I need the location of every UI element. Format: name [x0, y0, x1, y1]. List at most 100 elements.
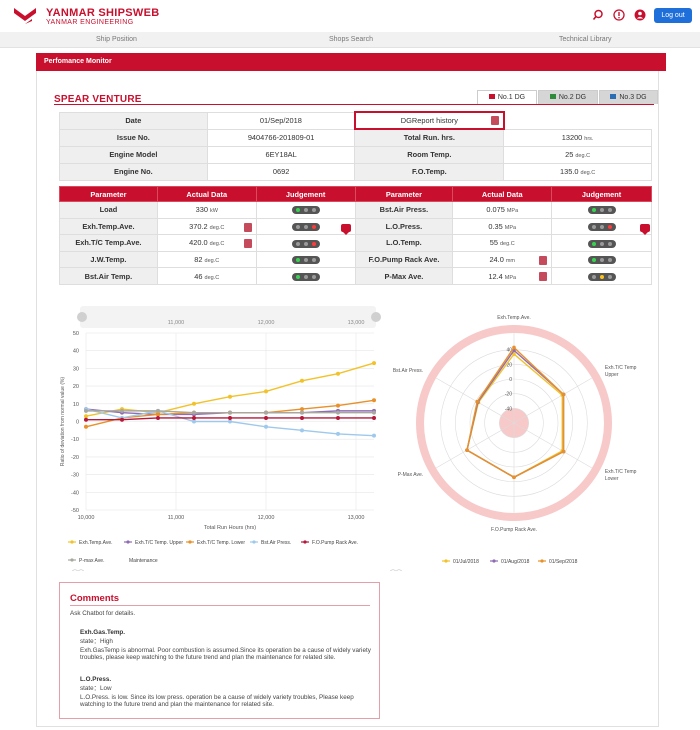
radar-point	[512, 475, 516, 480]
data-point	[336, 371, 340, 376]
radar-axis-label: Exh.T/C Temp	[605, 469, 637, 475]
data-point	[84, 417, 88, 422]
history-icon[interactable]	[539, 272, 548, 282]
param-name: Exh.T/C Temp.Ave.	[59, 234, 158, 252]
radar-axis-label: Exh.T/C Temp	[605, 365, 637, 371]
legend-label: Exh.T/C Temp. Lower	[197, 540, 245, 546]
resize-handle-icon: ⌒⌒	[390, 570, 402, 577]
param-value: 82 deg.C	[156, 250, 257, 269]
legend-label: Exh.T/C Temp. Upper	[135, 540, 183, 546]
radar-spoke	[513, 377, 593, 424]
data-point	[84, 408, 88, 413]
history-icon[interactable]	[539, 255, 548, 265]
resize-handle-icon: ⌒⌒	[72, 570, 84, 577]
judgement-lights	[291, 239, 320, 248]
data-point	[300, 415, 304, 420]
actual-header: Actual Data	[156, 186, 257, 202]
user-icon[interactable]	[634, 9, 646, 21]
x-tick-label: 10,000	[78, 515, 95, 521]
signal-light-icon	[295, 224, 300, 229]
judgement-lights	[587, 206, 616, 215]
data-point	[264, 410, 268, 415]
x-tick-label: 13,000	[348, 515, 365, 521]
radar-tick-label: 40	[506, 348, 512, 354]
signal-light-icon	[295, 274, 300, 279]
vessel-name: SPEAR VENTURE	[54, 94, 142, 105]
nav-ship-position[interactable]: Ship Position	[96, 36, 137, 43]
date-label: Date	[59, 111, 208, 130]
signal-light-icon	[303, 224, 308, 229]
param-header: Parameter	[354, 186, 454, 202]
data-point	[228, 394, 232, 399]
engine-icon	[549, 94, 556, 99]
param-value: 330 kW	[156, 201, 257, 219]
data-point	[192, 410, 196, 415]
y-tick-label: 40	[73, 349, 79, 355]
param-judgement	[255, 234, 356, 252]
radar-axis-label: Exh.Temp.Ave.	[497, 315, 531, 321]
model-label: Engine Model	[59, 145, 208, 164]
comments-divider	[70, 605, 370, 606]
nav-technical-library[interactable]: Technical Library	[559, 36, 612, 43]
chatbot-icon[interactable]	[640, 224, 650, 235]
info-icon[interactable]	[613, 9, 625, 21]
signal-light-icon	[303, 241, 308, 246]
radar-point	[475, 399, 479, 404]
tab-dg-2[interactable]: No.2 DG	[538, 90, 598, 104]
data-point	[372, 410, 376, 415]
comment-head: L.O.Press.	[80, 676, 112, 683]
param-name: Bst.Air Press.	[354, 201, 454, 219]
signal-light-icon	[591, 274, 596, 279]
section-header: Perfomance Monitor	[36, 53, 666, 71]
signal-light-icon	[295, 208, 300, 213]
comment-text: L.O.Press. is low. Since its low press. …	[80, 694, 354, 709]
radar-axis-label: Upper	[605, 372, 619, 378]
data-point	[300, 428, 304, 433]
radar-axis-label: P-Max Ave.	[398, 472, 423, 478]
data-point	[156, 412, 160, 417]
engine-icon	[488, 94, 495, 99]
top-bar: YANMAR SHIPSWEB YANMAR ENGINEERING Log o…	[0, 0, 700, 32]
param-name: L.O.Temp.	[354, 234, 454, 252]
data-point	[228, 410, 232, 415]
signal-light-icon	[607, 241, 612, 246]
comment-text: Exh.GasTemp is abnormal. Poor combustion…	[80, 647, 371, 662]
nav-shops-search[interactable]: Shops Search	[329, 36, 373, 43]
param-name: Bst.Air Temp.	[59, 267, 158, 285]
data-point	[300, 378, 304, 383]
data-point	[192, 419, 196, 424]
legend-marker	[252, 540, 256, 544]
signal-light-icon	[607, 208, 612, 213]
radar-spoke	[435, 377, 515, 424]
signal-light-icon	[599, 258, 604, 263]
history-icon[interactable]	[243, 222, 252, 232]
y-tick-label: -50	[71, 508, 79, 514]
judgement-header: Judgement	[255, 186, 356, 202]
param-row: Bst.Air Temp. 46 deg.C P-Max Ave. 12.4 MPa	[59, 267, 652, 285]
param-row: Exh.T/C Temp.Ave. 420.0 deg.C L.O.Temp. 55 de…	[59, 234, 652, 252]
search-icon[interactable]	[592, 9, 604, 21]
data-point	[228, 419, 232, 424]
tab-dg-3[interactable]: No.3 DG	[599, 90, 658, 104]
logout-button[interactable]: Log out	[654, 8, 692, 23]
param-judgement	[255, 250, 356, 269]
issue-value: 9404766-201809-01	[206, 128, 356, 147]
chatbot-icon[interactable]	[341, 224, 351, 235]
radar-point	[561, 392, 566, 397]
dgreport-history-button[interactable]: DGReport history	[353, 111, 505, 130]
radar-spoke	[435, 422, 515, 469]
legend-marker	[492, 559, 496, 563]
param-name: P-Max Ave.	[354, 267, 454, 285]
fo-temp-value: 135.0 deg.C	[503, 162, 652, 181]
history-icon[interactable]	[243, 239, 252, 249]
range-handle-icon	[371, 312, 381, 322]
param-name: J.W.Temp.	[59, 250, 158, 269]
yanmar-logo-icon[interactable]	[14, 6, 36, 24]
param-row: Load 330 kW Bst.Air Press. 0.075 MPa	[59, 201, 652, 219]
data-point	[264, 415, 268, 420]
data-point	[264, 389, 268, 394]
tab-dg-1[interactable]: No.1 DG	[477, 90, 537, 104]
param-value: 12.4 MPa	[452, 267, 553, 285]
judgement-lights	[291, 272, 320, 281]
